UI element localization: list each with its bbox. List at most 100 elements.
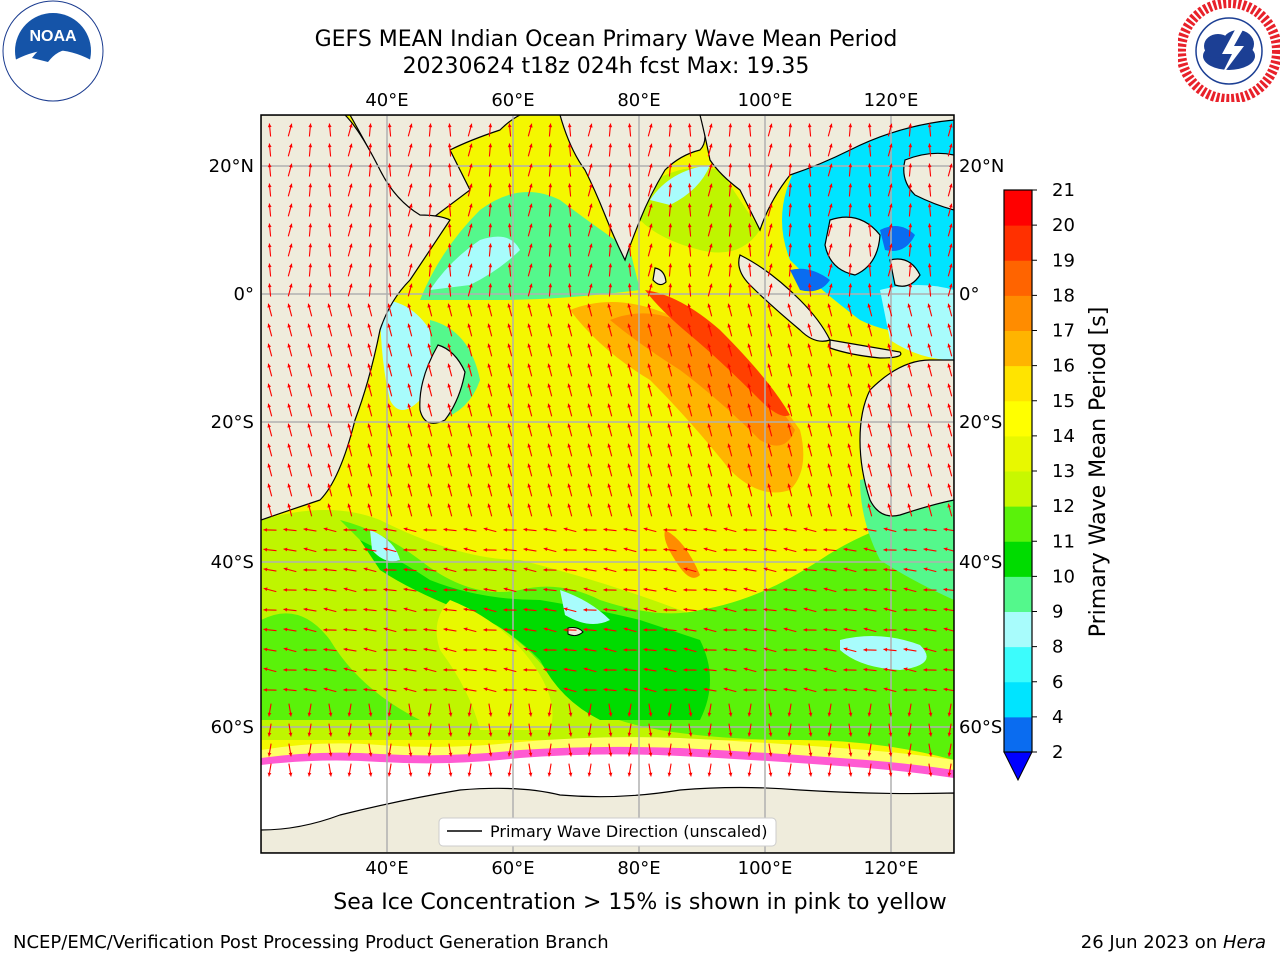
wave-arrow-head [767,443,772,448]
wave-arrow-head [488,263,493,268]
wave-arrow-head [683,627,688,632]
wave-arrow-head [807,143,812,148]
wave-arrow-head [707,383,712,388]
wave-arrow-head [783,627,788,632]
wave-arrow-head [907,403,912,408]
wave-arrow-head [567,183,572,188]
wave-arrow-head [923,588,928,592]
wave-arrow-head [527,303,532,308]
wave-arrow-head [723,607,728,612]
wave-arrow-head [867,383,872,388]
wave-arrow-head [843,547,848,552]
wave-arrow-head [288,143,293,148]
wave-arrow-head [947,423,952,428]
wave-arrow-head [627,752,632,757]
wave-arrow-head [663,667,668,672]
wave-arrow-head [903,667,908,672]
wave-arrow-head [523,607,528,612]
wave-arrow-head [267,143,272,148]
wave-arrow-head [348,143,353,148]
wave-arrow-head [927,323,932,328]
wave-arrow-head [867,403,872,408]
colorbar-tick-label: 10 [1052,566,1075,587]
sea-ice-caption: Sea Ice Concentration > 15% is shown in … [333,890,947,915]
wave-arrow-head [347,772,352,777]
wave-arrow-head [363,607,368,612]
wave-band-10 [360,540,710,720]
wave-arrow-head [667,383,672,388]
wave-arrow-head [608,143,613,148]
wave-arrow-head [267,403,272,408]
wave-arrow-head [687,403,692,408]
wave-arrow-head [267,772,272,777]
wave-arrow-head [427,363,432,368]
wave-arrow-head [948,203,953,208]
wave-arrow-head [787,443,792,448]
wave-arrow-head [747,183,752,188]
wave-arrow-head [563,667,568,672]
wave-arrow-head [587,712,592,717]
wave-arrow-head [687,123,692,128]
wave-arrow-head [507,143,512,148]
wave-arrow-head [728,243,733,248]
wave-arrow-head [708,283,713,288]
wave-arrow-head [347,423,352,428]
wave-arrow-head [387,243,392,248]
wave-arrow-head [267,463,272,468]
wave-arrow-head [847,463,852,468]
wave-arrow-head [728,203,733,208]
wave-arrow-head [403,548,408,552]
wave-arrow-head [308,223,313,228]
wave-arrow-head [523,647,528,652]
wave-arrow-head [808,772,813,777]
wave-arrow-head [528,283,533,288]
wave-arrow-head [827,323,832,328]
wave-arrow-head [363,627,368,632]
wave-arrow-head [727,323,732,328]
wave-arrow-head [447,263,452,268]
wave-arrow-head [743,547,748,552]
wave-arrow-head [807,203,812,208]
wave-arrow-head [588,143,593,148]
wave-arrow-head [843,668,848,672]
wave-arrow-head [267,183,272,188]
wave-arrow-head [447,123,452,128]
wave-arrow-head [487,403,492,408]
wave-arrow-head [267,483,272,488]
wave-arrow-head [467,403,472,408]
wave-arrow-head [427,383,432,388]
wave-arrow-head [547,732,552,737]
wave-arrow-head [847,323,852,328]
wave-arrow-head [408,283,413,288]
wave-arrow-head [728,772,733,777]
wave-arrow-head [688,712,693,717]
wave-arrow-head [368,123,373,128]
colorbar-tick-label: 9 [1052,602,1063,623]
wave-arrow-head [267,712,272,717]
wave-arrow-head [588,263,593,268]
wave-arrow-head [723,647,728,652]
wave-arrow-head [828,123,833,128]
wave-arrow-head [567,423,572,428]
wave-arrow-head [723,527,728,532]
wave-arrow-head [563,687,568,692]
wave-arrow-head [943,547,948,552]
wave-arrow-head [348,223,353,228]
wave-arrow-head [543,627,548,632]
wave-arrow-head [307,403,312,408]
wave-arrow-head [567,363,572,368]
swell-band-16 [570,302,804,493]
wave-arrow-head [363,567,368,572]
wave-arrow-head [923,627,928,632]
wave-arrow-head [368,223,373,228]
wave-arrow-head [823,587,828,592]
wave-arrow-head [427,423,432,428]
wave-arrow-head [587,423,592,428]
wave-arrow-head [548,143,553,148]
wave-arrow-head [907,772,912,777]
wave-arrow-head [767,323,772,328]
wave-arrow-head [823,647,828,652]
wave-arrow-head [623,527,628,532]
wave-arrow-head [747,383,752,388]
wave-arrow-head [347,303,352,308]
